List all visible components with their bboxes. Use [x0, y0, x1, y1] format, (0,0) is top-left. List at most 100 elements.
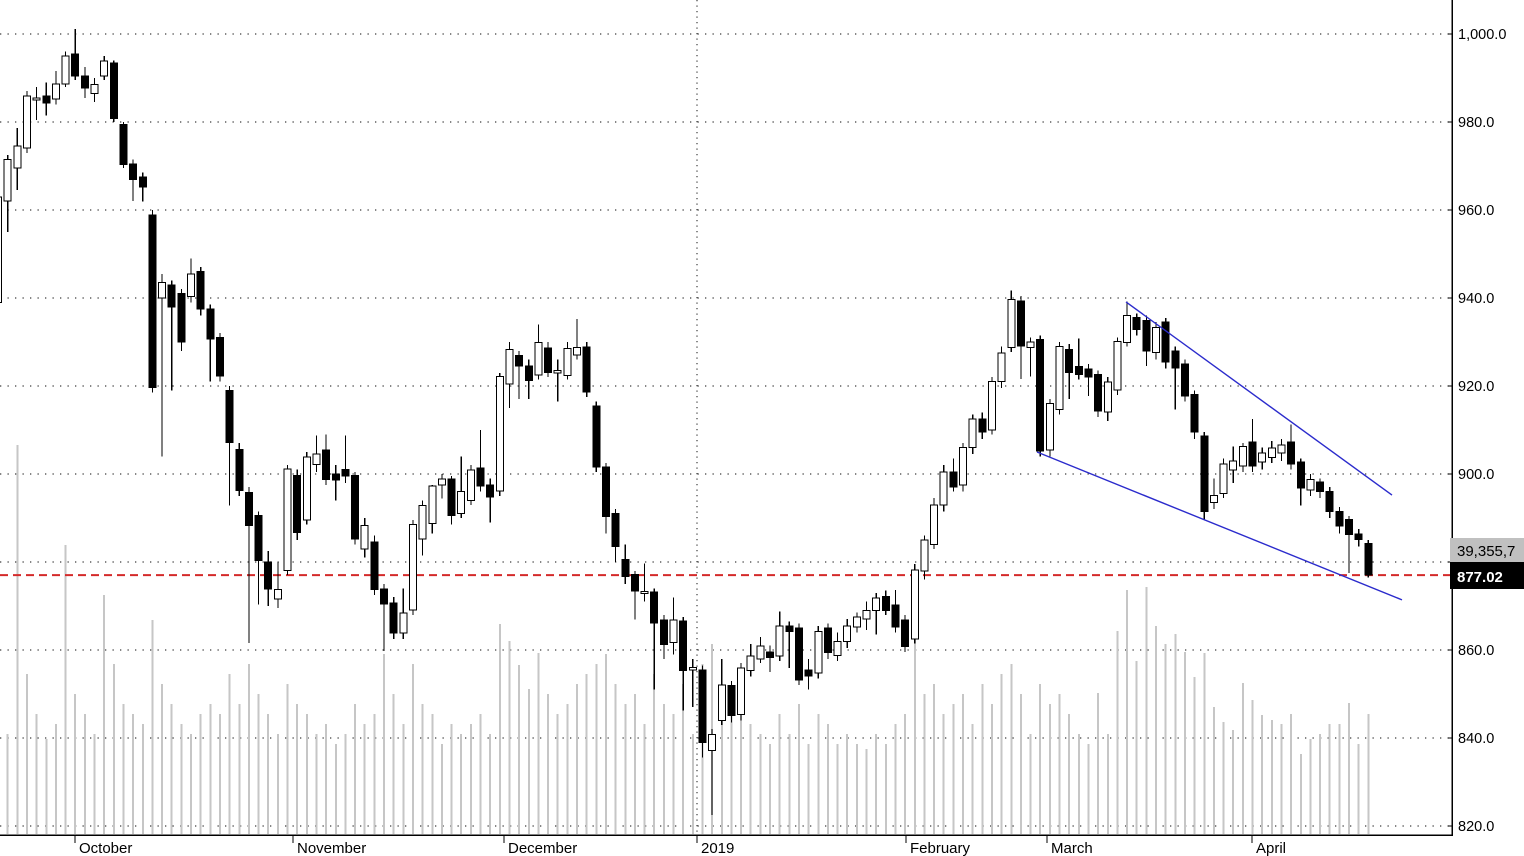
candle-body-up — [1026, 341, 1035, 349]
volume-bar — [913, 630, 916, 834]
candle-body-down — [1200, 435, 1209, 512]
candle-body-up — [100, 60, 109, 77]
volume-bar — [218, 714, 221, 834]
candle-body-down — [235, 448, 244, 491]
volume-bar — [411, 664, 414, 834]
volume-badge — [1450, 538, 1524, 562]
volume-bar — [942, 714, 945, 834]
volume-bar — [112, 664, 115, 834]
candle-body-up — [158, 282, 167, 299]
candle-body-up — [862, 609, 871, 620]
volume-bar — [1000, 674, 1003, 834]
candle-body-down — [630, 573, 639, 592]
volume-bar — [990, 704, 993, 834]
candle-body-down — [592, 405, 601, 468]
candle-body-up — [302, 456, 311, 521]
candle-body-up — [814, 631, 823, 674]
candle-body-down — [380, 588, 388, 605]
volume-bar — [749, 724, 752, 834]
candle-body-up — [1103, 381, 1112, 413]
candle-body-down — [659, 619, 668, 646]
candle-body-down — [1036, 338, 1045, 452]
candle-body-up — [3, 158, 12, 202]
y-axis-labels: 1,000.0980.0960.0940.0920.0900.0880.0860… — [1458, 27, 1506, 835]
volume-badge-label: 39,355,7 — [1457, 543, 1515, 560]
lower-channel-line — [1036, 451, 1403, 601]
volume-bar — [1029, 734, 1032, 834]
candle-body-up — [457, 491, 466, 515]
candle-body-down — [823, 627, 832, 654]
y-axis-label: 820.0 — [1458, 819, 1494, 835]
candle-body-up — [920, 539, 929, 572]
candle-body-down — [225, 389, 234, 443]
volume-bar — [1367, 714, 1370, 834]
candle-body-down — [766, 651, 774, 658]
candle-body-up — [1007, 298, 1016, 349]
candle-body-up — [1277, 444, 1286, 454]
candle-body-up — [495, 375, 504, 492]
volume-bar — [286, 684, 289, 834]
candle-body-down — [215, 337, 224, 377]
volume-bar — [817, 714, 820, 834]
candle-body-down — [1354, 533, 1363, 541]
volume-bar — [35, 714, 38, 834]
volume-bar — [373, 714, 376, 834]
candle-body-down — [1296, 461, 1305, 489]
candle-body-up — [1238, 446, 1247, 467]
candle-body-down — [785, 625, 794, 633]
candle-body-up — [90, 84, 99, 94]
candle-body-down — [727, 685, 736, 717]
candle-body-down — [901, 619, 910, 647]
volume-bar — [296, 704, 299, 834]
x-axis-label-november: November — [297, 840, 366, 856]
volume-bar — [518, 665, 521, 834]
volume-bar — [498, 624, 501, 834]
gridlines — [0, 33, 1452, 827]
volume-bar — [855, 744, 858, 834]
candle-body-down — [196, 271, 205, 310]
volume-bar — [1212, 707, 1215, 834]
candle-body-down — [582, 346, 591, 393]
candle-body-down — [1161, 321, 1170, 363]
volume-bar — [788, 734, 791, 834]
volume-bar — [1193, 677, 1196, 834]
candle-body-up — [437, 478, 446, 486]
volume-bar — [740, 704, 743, 834]
candle-body-up — [399, 612, 408, 634]
volume-bar — [363, 724, 366, 834]
volume-bar — [1058, 694, 1061, 834]
volume-bar — [566, 704, 569, 834]
candle-body-down — [1345, 518, 1353, 535]
candle-body-up — [939, 471, 948, 506]
volume-bar — [305, 714, 308, 834]
volume-bar — [199, 714, 202, 834]
volume-bar — [595, 664, 598, 834]
volume-bar — [981, 684, 984, 834]
candle-body-down — [322, 449, 331, 480]
candle-body-down — [447, 478, 456, 516]
candle-body-down — [1287, 441, 1296, 465]
volume-bar — [83, 714, 86, 834]
candle-body-down — [293, 474, 302, 534]
candle-body-up — [563, 348, 572, 376]
candle-body-up — [273, 589, 282, 600]
candle-body-down — [389, 602, 398, 634]
candle-body-up — [61, 55, 70, 85]
last-price-badge-label: 877.02 — [1457, 569, 1503, 586]
x-axis-label-march: March — [1051, 840, 1093, 856]
candle-body-down — [978, 418, 987, 433]
volume-bar — [325, 724, 328, 834]
volume-bar — [1183, 652, 1186, 834]
x-axis-label-february: February — [910, 840, 971, 856]
volume-bar — [614, 684, 617, 834]
volume-bar — [103, 595, 106, 834]
candle-body-down — [331, 473, 340, 481]
volume-bar — [865, 749, 868, 834]
volume-bar — [1164, 644, 1167, 834]
candle-body-down — [794, 627, 803, 681]
candle-body-down — [1171, 350, 1180, 369]
y-axis-label: 840.0 — [1458, 731, 1494, 747]
candle-body-down — [1084, 368, 1093, 378]
